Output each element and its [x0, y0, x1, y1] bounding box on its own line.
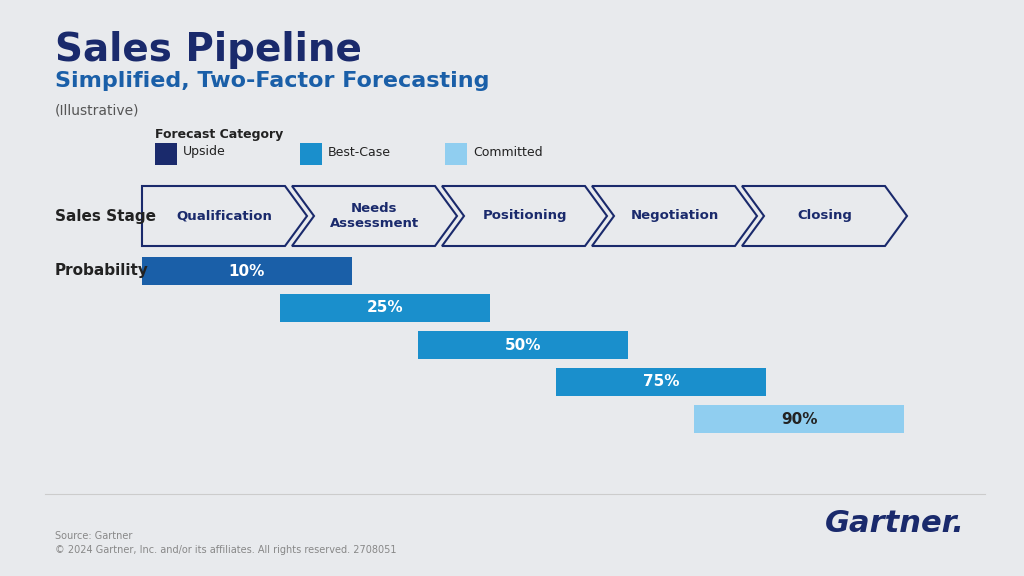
Text: 75%: 75%: [643, 374, 679, 389]
Text: Gartner.: Gartner.: [825, 510, 965, 539]
Text: Sales Stage: Sales Stage: [55, 209, 156, 223]
Polygon shape: [592, 186, 757, 246]
FancyBboxPatch shape: [556, 368, 766, 396]
Polygon shape: [742, 186, 907, 246]
Text: Positioning: Positioning: [482, 210, 566, 222]
FancyBboxPatch shape: [445, 143, 467, 165]
Text: Forecast Category: Forecast Category: [155, 128, 284, 141]
Text: 10%: 10%: [228, 263, 265, 279]
Polygon shape: [142, 186, 307, 246]
FancyBboxPatch shape: [694, 405, 904, 433]
Polygon shape: [442, 186, 607, 246]
Text: Probability: Probability: [55, 263, 148, 279]
Text: Negotiation: Negotiation: [631, 210, 719, 222]
FancyBboxPatch shape: [300, 143, 322, 165]
Text: Upside: Upside: [183, 146, 225, 158]
FancyBboxPatch shape: [418, 331, 628, 359]
Text: 90%: 90%: [780, 411, 817, 426]
Text: Best-Case: Best-Case: [328, 146, 391, 158]
FancyBboxPatch shape: [280, 294, 490, 322]
Text: Qualification: Qualification: [176, 210, 272, 222]
Text: Sales Pipeline: Sales Pipeline: [55, 31, 361, 69]
Text: 50%: 50%: [505, 338, 542, 353]
Text: Closing: Closing: [797, 210, 852, 222]
Text: 25%: 25%: [367, 301, 403, 316]
Polygon shape: [292, 186, 457, 246]
Text: Needs
Assessment: Needs Assessment: [330, 202, 419, 230]
Text: (Illustrative): (Illustrative): [55, 104, 139, 118]
Text: Source: Gartner
© 2024 Gartner, Inc. and/or its affiliates. All rights reserved.: Source: Gartner © 2024 Gartner, Inc. and…: [55, 531, 396, 555]
FancyBboxPatch shape: [155, 143, 177, 165]
Text: Committed: Committed: [473, 146, 543, 158]
Text: Simplified, Two-Factor Forecasting: Simplified, Two-Factor Forecasting: [55, 71, 489, 91]
FancyBboxPatch shape: [142, 257, 352, 285]
